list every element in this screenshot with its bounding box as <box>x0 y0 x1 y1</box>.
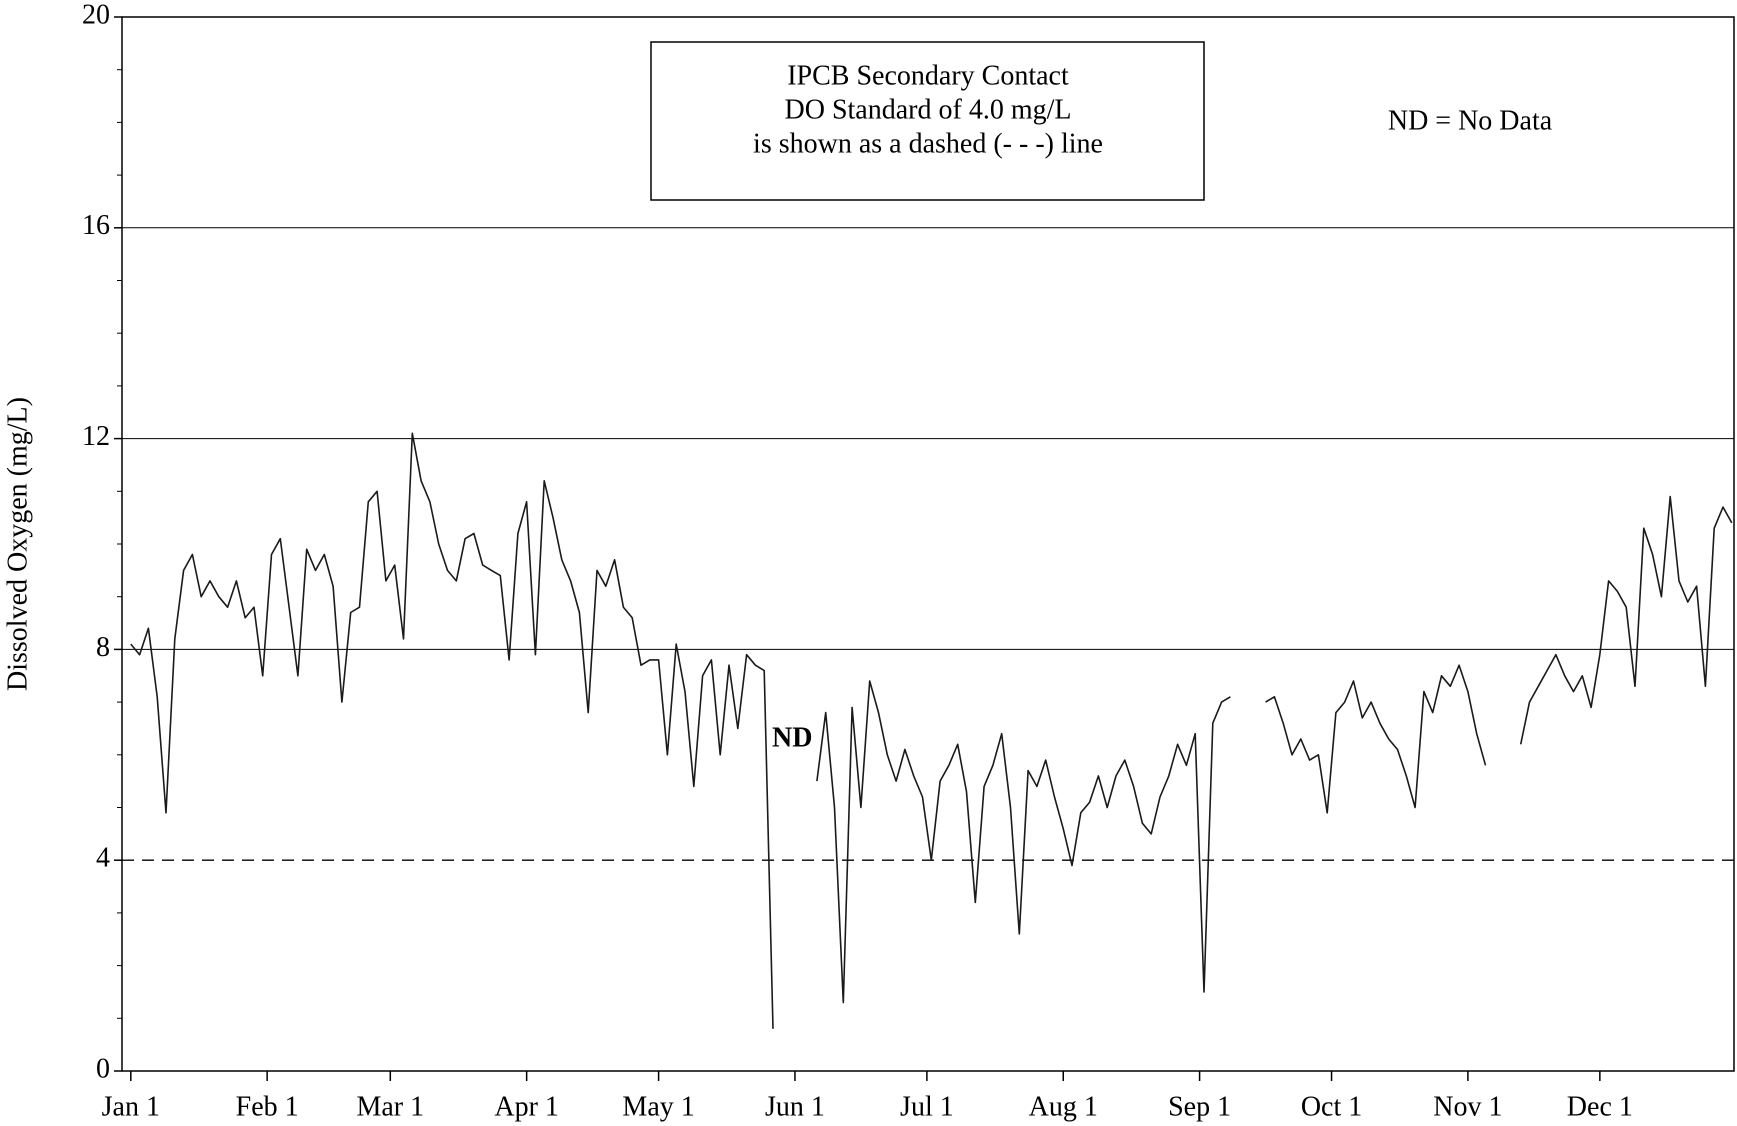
x-tick-label: Aug 1 <box>1029 1091 1098 1122</box>
y-tick-label: 8 <box>96 632 110 663</box>
y-tick-label: 0 <box>96 1053 110 1084</box>
annotation-line: is shown as a dashed (- - -) line <box>753 128 1103 159</box>
x-tick-label: Dec 1 <box>1567 1091 1633 1122</box>
x-tick-label: May 1 <box>622 1091 694 1122</box>
y-tick-label: 4 <box>96 843 110 874</box>
x-tick-label: Mar 1 <box>356 1091 424 1122</box>
x-tick-label: Jul 1 <box>900 1091 954 1122</box>
x-tick-label: Jan 1 <box>102 1091 160 1122</box>
annotation-line: DO Standard of 4.0 mg/L <box>785 94 1072 125</box>
annotation-note: ND = No Data <box>1388 105 1553 136</box>
annotation-line: IPCB Secondary Contact <box>787 60 1069 91</box>
x-tick-label: Nov 1 <box>1433 1091 1502 1122</box>
x-tick-label: Oct 1 <box>1301 1091 1362 1122</box>
x-tick-label: Sep 1 <box>1168 1091 1231 1122</box>
y-tick-label: 20 <box>82 0 110 30</box>
x-tick-label: Feb 1 <box>236 1091 299 1122</box>
y-tick-label: 12 <box>82 421 110 452</box>
annotation-box <box>650 41 1205 201</box>
y-tick-label: 16 <box>82 210 110 241</box>
gap-label: ND <box>772 722 812 753</box>
data-line <box>130 432 1733 1029</box>
x-tick-label: Jun 1 <box>765 1091 825 1122</box>
y-axis-label: Dissolved Oxygen (mg/L) <box>2 397 33 691</box>
x-tick-label: Apr 1 <box>494 1091 559 1122</box>
